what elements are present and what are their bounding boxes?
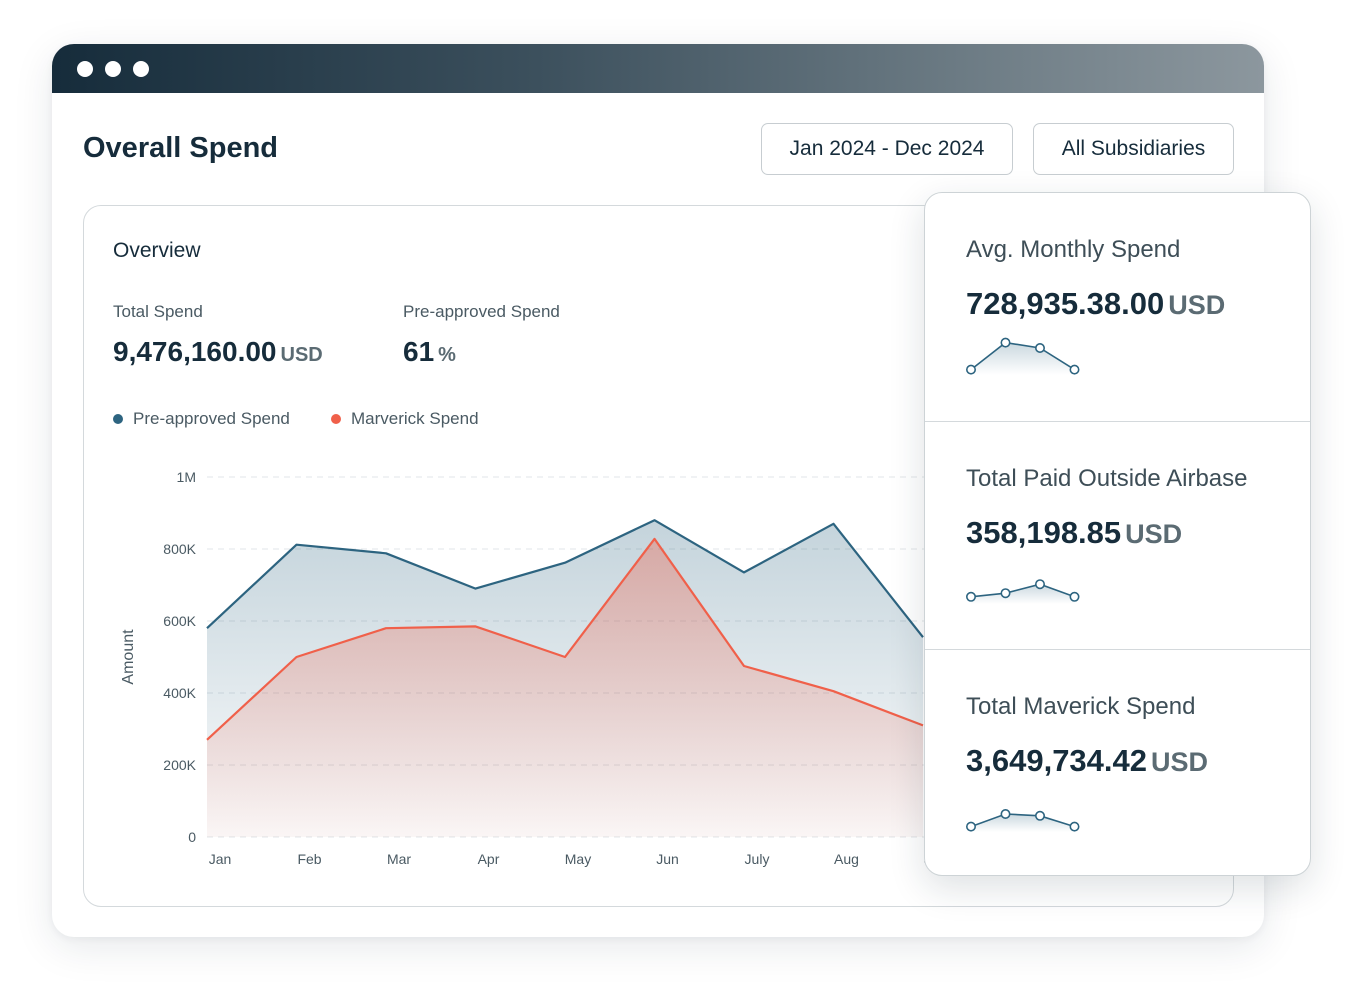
preapproved-spend-unit: % xyxy=(438,344,456,366)
stat-unit: USD xyxy=(1151,747,1209,777)
sparkline xyxy=(966,337,1080,375)
legend-item-maverick[interactable]: Marverick Spend xyxy=(331,409,479,429)
window-dot-icon[interactable] xyxy=(105,61,121,77)
sparkline-area xyxy=(971,342,1075,375)
sparkline-point xyxy=(966,821,976,832)
stat-label: Total Maverick Spend xyxy=(966,693,1196,720)
sparkline-point xyxy=(1069,364,1080,375)
y-tick-label: 800K xyxy=(163,541,196,557)
y-tick-label: 0 xyxy=(188,829,196,845)
y-tick-label: 1M xyxy=(177,469,196,485)
stat-avg-monthly-spend: Avg. Monthly Spend 728,935.38.00 USD xyxy=(925,193,1310,421)
sparkline-point xyxy=(1000,337,1011,348)
sparkline-point xyxy=(1069,821,1080,832)
sparkline-line xyxy=(970,583,1075,598)
series-line-1 xyxy=(206,537,924,741)
x-tick-label: Jan xyxy=(209,851,232,867)
sparkline-point xyxy=(1035,579,1046,590)
y-tick-label: 600K xyxy=(163,613,196,629)
sparkline-point xyxy=(1035,343,1046,353)
y-tick-label: 400K xyxy=(163,685,196,701)
total-spend-value: 9,476,160.00 USD xyxy=(113,336,323,368)
sparkline xyxy=(966,808,1080,832)
legend-item-preapproved[interactable]: Pre-approved Spend xyxy=(113,409,290,429)
y-axis-title: Amount xyxy=(120,629,137,685)
stat-amount: 3,649,734.42 xyxy=(966,743,1148,778)
sparkline-point xyxy=(966,591,976,602)
total-spend-label: Total Spend xyxy=(113,302,203,321)
stat-total-maverick-spend: Total Maverick Spend 3,649,734.42 USD xyxy=(925,649,1310,875)
legend-dot-icon xyxy=(331,414,341,424)
stat-unit: USD xyxy=(1125,519,1183,549)
series-area-1 xyxy=(207,538,923,837)
sparkline-point xyxy=(1000,588,1011,599)
stat-value: 728,935.38.00 USD xyxy=(966,286,1225,322)
x-tick-label: July xyxy=(745,851,770,867)
preapproved-spend-value: 61% xyxy=(403,336,456,368)
window-titlebar xyxy=(52,44,1264,93)
stat-paid-outside-airbase: Total Paid Outside Airbase 358,198.85 USD xyxy=(925,421,1310,649)
date-range-button[interactable]: Jan 2024 - Dec 2024 xyxy=(761,123,1013,175)
series-line-0 xyxy=(206,519,924,638)
sparkline-point xyxy=(1035,810,1046,821)
stat-unit: USD xyxy=(1168,290,1226,320)
overview-title: Overview xyxy=(113,239,201,262)
preapproved-spend-label: Pre-approved Spend xyxy=(403,302,560,321)
total-spend-amount: 9,476,160.00 xyxy=(113,336,277,367)
sparkline-point xyxy=(1000,808,1011,819)
window-dot-icon[interactable] xyxy=(133,61,149,77)
stat-label: Total Paid Outside Airbase xyxy=(966,465,1248,492)
total-spend-unit: USD xyxy=(280,344,323,366)
sparkline-area xyxy=(971,814,1075,832)
stat-amount: 358,198.85 xyxy=(966,515,1122,550)
sparkline xyxy=(966,579,1080,604)
x-tick-label: Jun xyxy=(656,851,679,867)
sparkline-area xyxy=(971,584,1075,604)
window-dot-icon[interactable] xyxy=(77,61,93,77)
sparkline-point xyxy=(966,364,976,375)
y-tick-label: 200K xyxy=(163,757,196,773)
spend-area-chart: 0 200K 400K 600K 800K 1M Jan Feb Mar Apr May Jun Jul… xyxy=(120,469,1233,867)
x-tick-label: Aug xyxy=(834,851,859,867)
stats-card: Avg. Monthly Spend 728,935.38.00 USD Tota… xyxy=(924,192,1311,876)
stat-label: Avg. Monthly Spend xyxy=(966,236,1181,263)
x-tick-label: Mar xyxy=(387,851,411,867)
x-tick-label: Feb xyxy=(297,851,321,867)
sparkline-line xyxy=(970,813,1075,828)
x-tick-label: Apr xyxy=(478,851,500,867)
subsidiaries-button[interactable]: All Subsidiaries xyxy=(1033,123,1234,175)
legend-dot-icon xyxy=(113,414,123,424)
x-tick-label: May xyxy=(565,851,591,867)
preapproved-spend-amount: 61 xyxy=(403,336,435,367)
sparkline-line xyxy=(970,341,1075,371)
sparkline-point xyxy=(1069,591,1080,602)
stat-value: 358,198.85 USD xyxy=(966,515,1182,551)
legend-label: Pre-approved Spend xyxy=(133,409,290,428)
legend-label: Marverick Spend xyxy=(351,409,479,428)
page-title: Overall Spend xyxy=(83,132,279,164)
stat-value: 3,649,734.42 USD xyxy=(966,743,1208,779)
stat-amount: 728,935.38.00 xyxy=(966,286,1165,321)
